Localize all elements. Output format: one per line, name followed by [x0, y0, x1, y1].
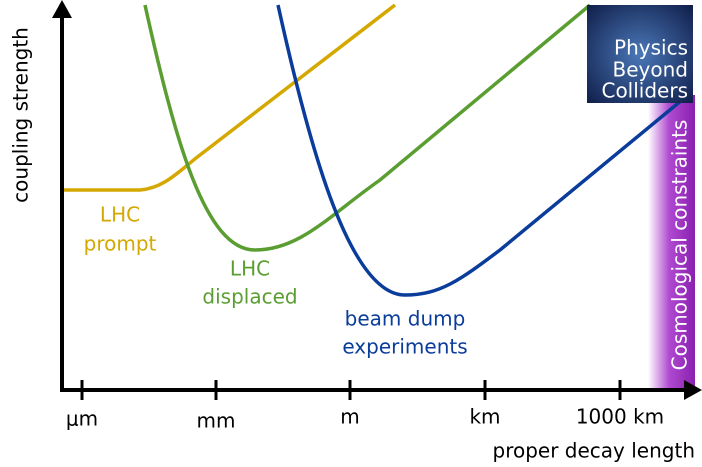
x-axis-label: proper decay length — [493, 439, 696, 463]
curve-label: beam dump — [345, 307, 466, 331]
x-tick-label: μm — [66, 407, 98, 431]
band-label: Cosmological constraints — [668, 120, 692, 371]
cosmology-band — [648, 95, 695, 390]
logo-text: Colliders — [601, 79, 688, 103]
curve-prompt — [62, 3, 397, 192]
x-arrow — [684, 380, 702, 400]
curve-label: prompt — [84, 232, 157, 256]
curve-beam-dump — [276, 4, 684, 297]
y-axis-label: coupling strength — [9, 27, 33, 203]
x-tick-label: 1000 km — [576, 405, 664, 429]
logo-text: Beyond — [613, 58, 688, 82]
x-tick-label: mm — [197, 409, 236, 433]
curve-label: experiments — [342, 335, 467, 359]
curve-label: displaced — [202, 285, 297, 309]
logo-text: Physics — [614, 36, 688, 60]
curve-label: LHC — [100, 203, 140, 227]
logo — [587, 5, 693, 103]
curve-displaced — [143, 3, 592, 252]
x-tick-label: km — [469, 405, 500, 429]
curve-label: LHC — [230, 257, 270, 281]
x-tick-label: m — [340, 405, 359, 429]
y-arrow — [52, 0, 72, 18]
